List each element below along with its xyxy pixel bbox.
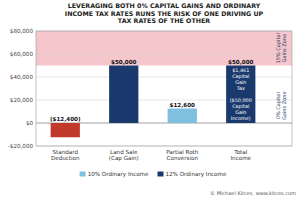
chart: LEVERAGING BOTH 0% CAPITAL GAINS AND ORD… [0,0,300,199]
plot-frame [36,31,292,146]
footer: © Michael Kitces, www.kitces.com [210,190,296,196]
data-label: ($12,400) [50,116,81,122]
y-tick-label: $80,000 [10,28,34,34]
title: LEVERAGING BOTH 0% CAPITAL GAINS AND ORD… [65,2,264,24]
legend-swatch [158,172,164,177]
bar [109,66,138,124]
legend-label: 10% Ordinary Income [88,171,149,178]
zone-label: 0% CapitalGains Zone [275,92,287,120]
zones [36,31,292,146]
background [0,0,300,199]
bar [226,66,255,124]
legend: 10% Ordinary Income 12% Ordinary Income [80,171,227,178]
y-tick-label: $40,000 [10,74,34,80]
data-label: $50,000 [228,59,254,65]
y-tick-label: $0 [26,120,34,126]
zone-label: 15% CapitalGains Zone [275,33,287,63]
bars [51,66,256,138]
x-tick-label: TotalIncome [230,149,251,161]
bar [51,123,80,137]
data-label: $12,600 [170,102,196,108]
annotation: $1,461CapitalGainTax($50,000CapitalGainI… [230,67,252,122]
x-tick-label: Partial RothConversion [166,149,199,161]
bar [168,109,197,123]
y-tick-label: -$20,000 [8,143,34,149]
zone [36,31,292,66]
y-tick-label: $60,000 [10,51,34,57]
y-axis: -$20,000 $0 $20,000 $40,000 $60,000 $80,000 [8,28,292,149]
zone [36,66,292,147]
y-tick-label: $20,000 [10,97,34,103]
x-tick-label: StandardDeduction [51,149,80,161]
grid-line [36,54,292,55]
data-label: $50,000 [111,59,137,65]
x-tick-label: Land Sale(Cap Gain) [109,149,139,162]
legend-swatch [80,172,86,177]
legend-label: 12% Ordinary Income [166,171,227,178]
